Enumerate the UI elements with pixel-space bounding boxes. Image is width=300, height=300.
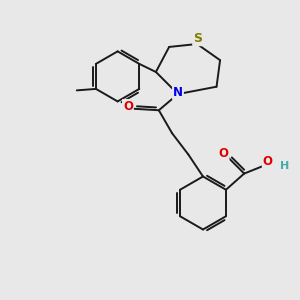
Text: N: N — [173, 86, 183, 99]
Text: S: S — [193, 32, 202, 45]
Text: H: H — [280, 161, 289, 171]
Text: O: O — [263, 155, 273, 168]
Text: O: O — [219, 147, 229, 160]
Text: O: O — [123, 100, 133, 113]
